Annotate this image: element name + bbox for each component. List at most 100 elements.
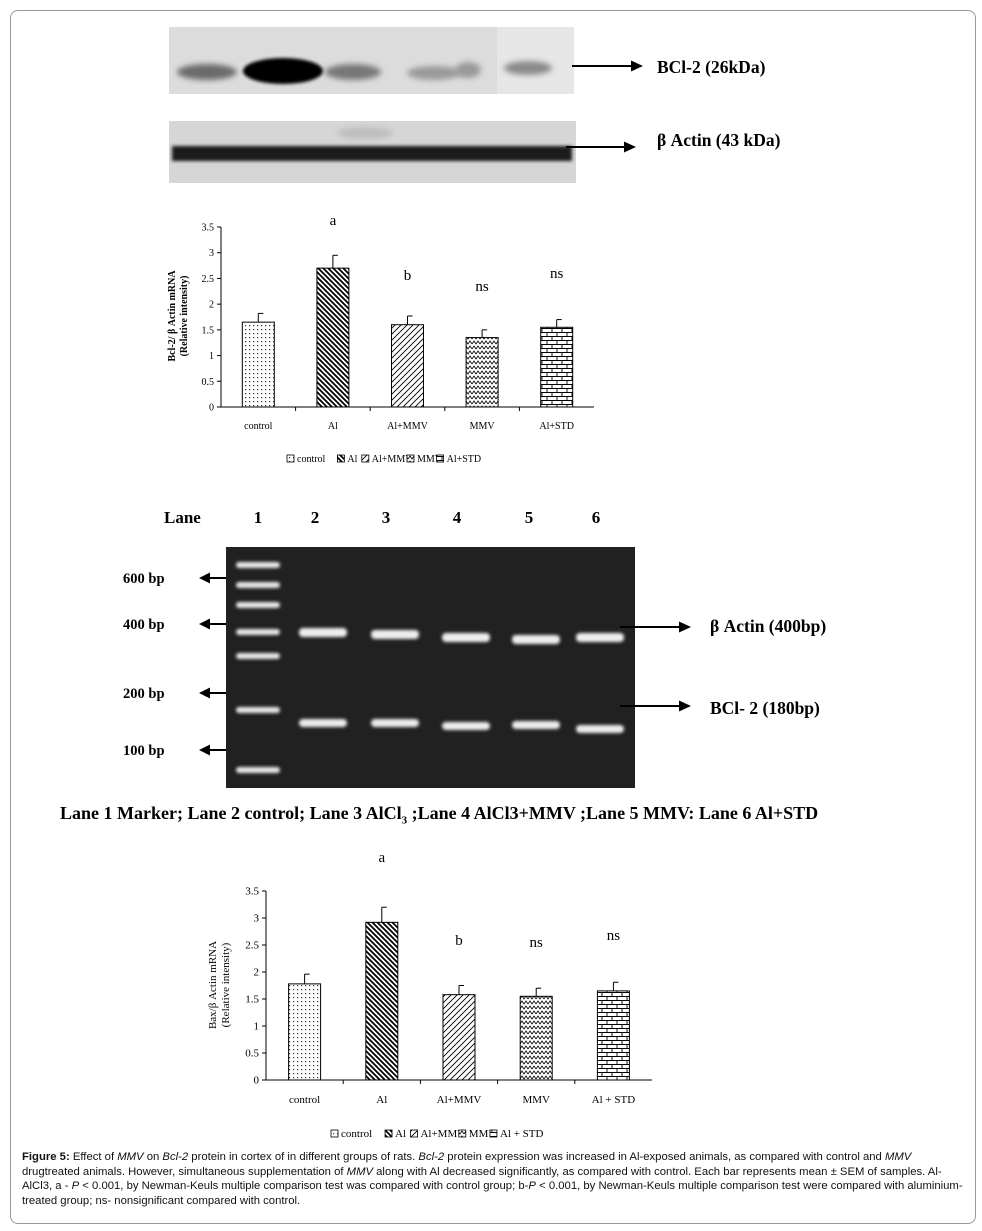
size-marker-arrowhead — [199, 744, 210, 756]
category-label: Al+MMV — [437, 1094, 482, 1106]
actin-band — [371, 630, 419, 639]
ladder-band — [236, 562, 280, 568]
legend-label: Al+MMV — [372, 454, 413, 465]
category-label: Al — [376, 1094, 387, 1106]
y-tick-label: 3.5 — [245, 886, 259, 898]
legend-label: Al+STD — [447, 454, 482, 465]
size-marker-arrowhead — [199, 687, 210, 699]
gel-actin-arrow-head — [679, 621, 691, 633]
bcl2-band — [371, 719, 419, 727]
legend-swatch — [361, 454, 370, 463]
y-tick-label: 0 — [209, 403, 214, 414]
gel-image — [226, 547, 635, 788]
caption-text: protein expression was increased in Al-e… — [444, 1151, 885, 1163]
lane-numbers: 1 2 3 4 5 6 — [254, 508, 601, 527]
lane-number: 4 — [453, 508, 462, 527]
bar-control — [241, 321, 275, 408]
bcl2-band — [576, 725, 624, 733]
y-tick-label: 1 — [254, 1021, 260, 1033]
bar-control — [288, 983, 322, 1081]
chart2-ylabel-line2: (Relative intensity) — [220, 942, 232, 1027]
legend-swatch — [458, 1129, 467, 1138]
lane-number: 6 — [592, 508, 601, 527]
size-marker-label: 400 bp — [123, 617, 165, 633]
bar-al-std — [596, 990, 630, 1081]
size-marker-label: 100 bp — [123, 743, 165, 759]
y-tick-label: 1.5 — [245, 994, 259, 1006]
size-marker-label: 600 bp — [123, 571, 165, 587]
legend-swatch — [436, 454, 445, 463]
lane-title: Lane — [164, 508, 201, 527]
caption-italic: MMV — [346, 1165, 374, 1178]
legend-label: control — [297, 454, 326, 465]
bar-al — [316, 267, 350, 408]
lane-legend: Lane 1 Marker; Lane 2 control; Lane 3 Al… — [60, 803, 818, 827]
y-tick-label: 3 — [209, 248, 214, 259]
caption-italic: Bcl-2 — [418, 1151, 445, 1163]
caption-italic: MMV — [884, 1151, 912, 1163]
bar-al — [365, 921, 399, 1081]
ladder-band — [236, 602, 280, 608]
bcl2-band — [299, 719, 347, 727]
y-tick-label: 0.5 — [202, 377, 215, 388]
legend-swatch — [410, 1129, 418, 1138]
lane-number: 3 — [382, 508, 391, 527]
y-tick-label: 1.5 — [202, 325, 215, 336]
size-marker-label: 200 bp — [123, 686, 165, 702]
lane-number: 1 — [254, 508, 263, 527]
category-label: Al+MMV — [387, 421, 428, 432]
actin-wb-label: β Actin (43 kDa) — [657, 130, 781, 150]
chart-bcl2: 0 0.5 1 1.5 2 2.5 3 3.5 control Al a Al+MMV b MMV ns Al… — [202, 213, 594, 432]
ladder-band — [236, 653, 280, 659]
y-tick-label: 2.5 — [202, 274, 215, 285]
chart2-legend: control Al Al+MMV MMV Al + STD — [330, 1128, 544, 1140]
figure-caption: Figure 5: Effect of MMV on Bcl-2 protein… — [22, 1150, 966, 1208]
legend-label: Al+MMV — [420, 1128, 465, 1140]
significance-label: ns — [550, 266, 564, 282]
y-tick-label: 2 — [254, 967, 260, 979]
legend-label: Al — [395, 1128, 406, 1140]
gel-size-markers: 600 bp 400 bp 200 bp 100 bp — [123, 571, 226, 759]
legend-label: Al — [347, 454, 357, 465]
bar-al-std — [540, 326, 574, 408]
category-label: Al — [328, 421, 338, 432]
actin-band — [576, 633, 624, 642]
significance-label: ns — [475, 279, 489, 295]
bcl2-wb-label: BCl-2 (26kDa) — [657, 57, 766, 77]
ladder-band — [236, 582, 280, 588]
caption-fig-label: Figure 5: — [22, 1151, 70, 1163]
y-tick-label: 3.5 — [202, 223, 215, 234]
actin-arrow-head — [624, 141, 636, 153]
y-tick-label: 3 — [254, 913, 260, 925]
legend-label: control — [341, 1128, 372, 1140]
caption-text: along with Al decreased significantly, a… — [22, 1165, 942, 1193]
actin-band — [442, 633, 490, 642]
legend-swatch — [336, 454, 345, 463]
category-label: MMV — [470, 421, 496, 432]
lane-number: 2 — [311, 508, 320, 527]
y-tick-label: 0 — [254, 1075, 260, 1087]
lane-legend-main: Lane 1 Marker; Lane 2 control; Lane 3 Al… — [60, 803, 402, 823]
gel-bcl2-arrow-head — [679, 700, 691, 712]
figure-frame — [10, 10, 976, 1224]
significance-label: a — [330, 213, 337, 229]
legend-swatch — [330, 1129, 339, 1138]
significance-label: ns — [530, 935, 544, 951]
legend-label: MMV — [417, 454, 443, 465]
y-tick-label: 0.5 — [245, 1048, 259, 1060]
caption-text: Effect of — [69, 1151, 118, 1163]
legend-label: Al + STD — [500, 1128, 544, 1140]
chart1-ylabel-line2: (Relative intensity) — [179, 276, 190, 357]
caption-text: < 0.001, by Newman-Keuls multiple compar… — [79, 1180, 529, 1193]
actin-band — [512, 635, 560, 644]
bcl2-band — [512, 721, 560, 729]
legend-swatch — [384, 1129, 393, 1138]
category-label: MMV — [522, 1094, 550, 1106]
ladder-band — [236, 629, 280, 635]
caption-italic: P — [71, 1180, 80, 1193]
bar-mmv — [465, 337, 499, 408]
ladder-band — [236, 707, 280, 713]
chart2-ylabel-line1: Bax/β Actin mRNA — [207, 941, 219, 1029]
legend-label: MMV — [469, 1128, 497, 1140]
ladder-band — [236, 767, 280, 773]
